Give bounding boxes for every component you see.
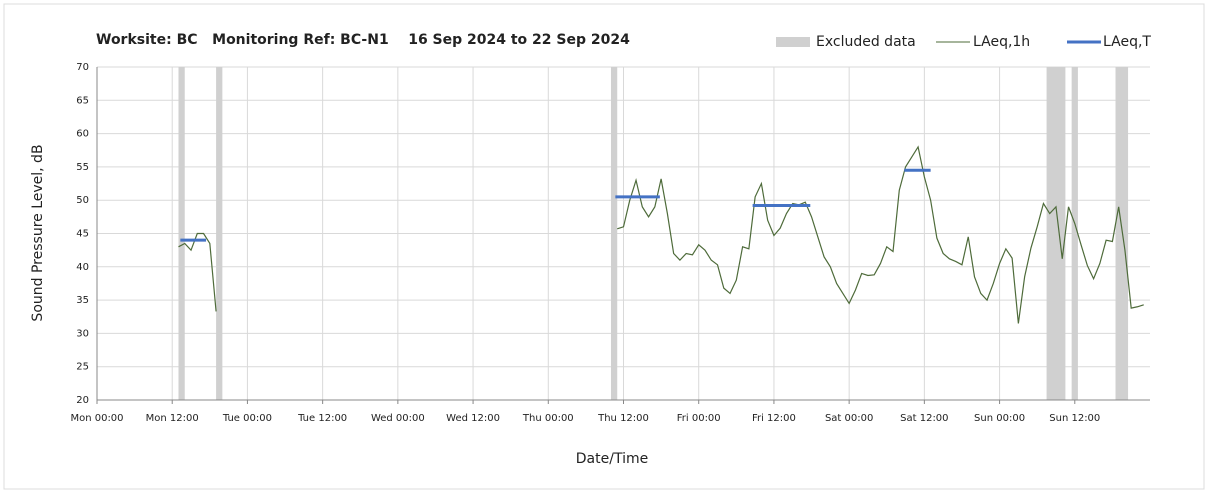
excluded-band	[610, 67, 618, 400]
x-tick-label: Wed 00:00	[371, 413, 425, 424]
x-axis-label: Date/Time	[576, 451, 648, 467]
legend-label: LAeq,T	[1103, 34, 1151, 50]
excluded-band	[1115, 67, 1129, 400]
x-tick-label: Fri 12:00	[752, 413, 796, 424]
excluded-band	[178, 67, 185, 400]
y-axis-label: Sound Pressure Level, dB	[30, 144, 46, 321]
excluded-band	[1046, 67, 1066, 400]
x-tick-label: Sat 00:00	[825, 413, 873, 424]
x-tick-label: Mon 00:00	[70, 413, 123, 424]
x-tick-label: Fri 00:00	[677, 413, 721, 424]
y-tick-label: 35	[76, 295, 89, 306]
x-tick-label: Tue 00:00	[222, 413, 272, 424]
x-tick-label: Sun 12:00	[1049, 413, 1100, 424]
legend-swatch	[776, 37, 810, 47]
y-tick-label: 50	[76, 195, 89, 206]
y-tick-label: 65	[76, 95, 89, 106]
y-tick-label: 45	[76, 229, 89, 240]
x-tick-label: Tue 12:00	[297, 413, 347, 424]
x-tick-label: Mon 12:00	[146, 413, 199, 424]
chart-title: Worksite: BC Monitoring Ref: BC-N1 16 Se…	[96, 32, 630, 48]
excluded-band	[1071, 67, 1078, 400]
excluded-band	[216, 67, 223, 400]
y-tick-label: 70	[76, 62, 89, 73]
y-tick-label: 55	[76, 162, 89, 173]
x-tick-label: Thu 00:00	[522, 413, 574, 424]
x-tick-label: Sat 12:00	[900, 413, 948, 424]
data-line	[617, 145, 1144, 324]
legend-label: LAeq,1h	[973, 34, 1030, 50]
y-tick-label: 20	[76, 395, 89, 406]
legend-label: Excluded data	[816, 34, 916, 50]
y-tick-label: 40	[76, 262, 89, 273]
x-tick-label: Thu 12:00	[597, 413, 649, 424]
y-tick-label: 60	[76, 129, 89, 140]
y-tick-label: 25	[76, 362, 89, 373]
data-line	[178, 232, 217, 312]
x-tick-label: Sun 00:00	[974, 413, 1025, 424]
y-tick-label: 30	[76, 328, 89, 339]
frame	[3, 3, 1205, 490]
x-tick-label: Wed 12:00	[446, 413, 500, 424]
